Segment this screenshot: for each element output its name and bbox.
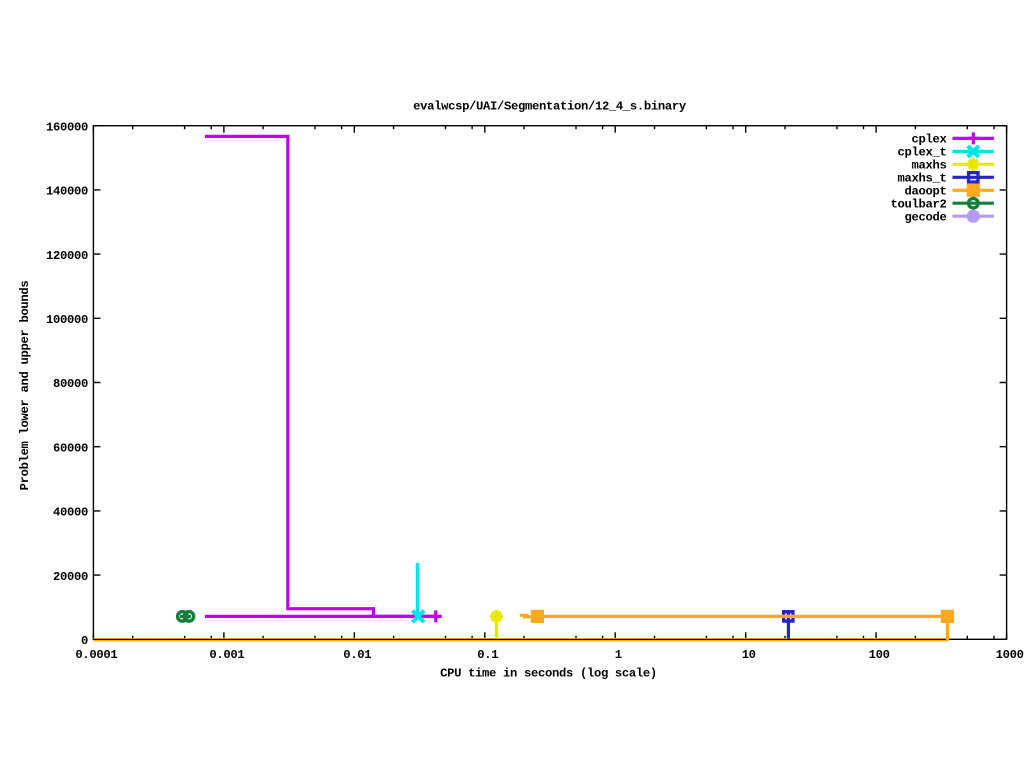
svg-text:daoopt: daoopt	[905, 185, 947, 199]
svg-text:100: 100	[869, 648, 890, 662]
svg-text:10: 10	[742, 648, 756, 662]
svg-text:gecode: gecode	[905, 210, 947, 224]
svg-text:1000: 1000	[996, 648, 1024, 662]
svg-text:toulbar2: toulbar2	[891, 197, 947, 211]
svg-text:0.0001: 0.0001	[75, 648, 117, 662]
svg-text:1: 1	[615, 648, 622, 662]
svg-text:40000: 40000	[53, 506, 88, 520]
svg-text:160000: 160000	[46, 120, 88, 134]
svg-text:maxhs: maxhs	[912, 159, 947, 173]
svg-text:evalwcsp/UAI/Segmentation/12_4: evalwcsp/UAI/Segmentation/12_4_s.binary	[413, 99, 687, 113]
svg-text:CPU time in seconds (log scale: CPU time in seconds (log scale)	[440, 666, 657, 680]
svg-text:140000: 140000	[46, 185, 88, 199]
svg-text:80000: 80000	[53, 377, 88, 391]
svg-text:0.1: 0.1	[477, 648, 498, 662]
svg-text:60000: 60000	[53, 441, 88, 455]
svg-text:maxhs_t: maxhs_t	[898, 172, 947, 186]
svg-text:0: 0	[81, 634, 88, 648]
svg-text:100000: 100000	[46, 313, 88, 327]
svg-text:0.001: 0.001	[209, 648, 244, 662]
svg-text:cplex_t: cplex_t	[898, 146, 947, 160]
svg-text:0.01: 0.01	[343, 648, 371, 662]
svg-text:Problem lower and upper bounds: Problem lower and upper bounds	[18, 281, 32, 491]
svg-text:cplex: cplex	[912, 133, 948, 147]
svg-text:120000: 120000	[46, 249, 88, 263]
svg-text:20000: 20000	[53, 570, 88, 584]
